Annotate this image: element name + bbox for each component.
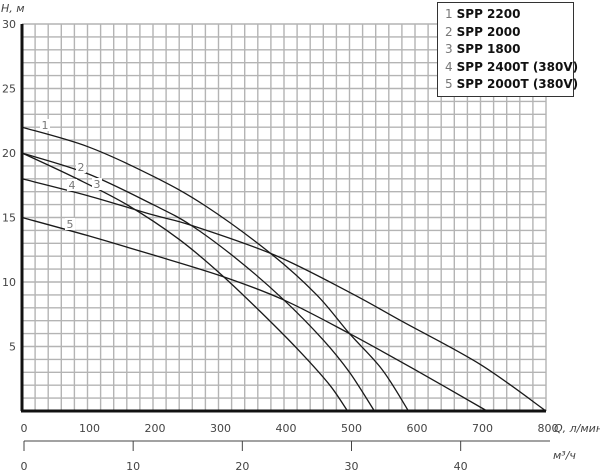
curve-4 (21, 178, 547, 412)
secondary-tick-label: 0 (21, 460, 28, 473)
legend-item: 3 SPP 1800 (445, 41, 573, 59)
secondary-tick-label: 20 (235, 460, 249, 473)
curve-label-bg (67, 179, 77, 191)
x-tick-label: 100 (79, 422, 100, 435)
x-tick-label: 400 (276, 422, 297, 435)
x-tick-label: 500 (341, 422, 362, 435)
curve-1 (21, 126, 409, 412)
y-tick-label: 20 (2, 147, 16, 160)
y-tick-label: 15 (2, 212, 16, 225)
legend-number: 2 (445, 24, 453, 39)
y-tick-label: 25 (2, 83, 16, 96)
x-tick-labels: 0 100 200 300 400 500 600 700 800 (21, 422, 559, 435)
legend-item: 2 SPP 2000 (445, 24, 573, 42)
legend-number: 5 (445, 77, 453, 91)
x-tick-label: 700 (472, 422, 493, 435)
curve-label-bg (76, 161, 86, 173)
curve-label-4: 4 (69, 179, 76, 192)
x-tick-label: 200 (145, 422, 166, 435)
curve-label-1: 1 (42, 119, 49, 132)
x-tick-label: 0 (21, 422, 28, 435)
grid (22, 23, 547, 411)
x-tick-label: 600 (407, 422, 428, 435)
x-axis-label: Q, л/мин (554, 422, 600, 435)
legend-label: SPP 2000T (380V) (456, 77, 579, 91)
y-axis-label: H, м (1, 2, 25, 15)
curve-label-5: 5 (67, 218, 74, 231)
y-tick-label: 30 (2, 18, 16, 31)
legend: 1 SPP 2200 2 SPP 2000 3 SPP 1800 4 SPP 2400T… (437, 2, 578, 97)
legend-number: 4 (445, 59, 453, 74)
curve-label-bg (65, 218, 75, 230)
curve-label-2: 2 (78, 161, 85, 174)
x-tick-label: 300 (210, 422, 231, 435)
curve-label-bg (92, 178, 102, 190)
secondary-tick-label: 10 (126, 460, 140, 473)
secondary-tick-label: 30 (345, 460, 359, 473)
y-tick-labels: 5 10 15 20 25 30 (2, 18, 16, 354)
legend-label: SPP 2400T (380V) (456, 59, 579, 74)
curve-label-bg (40, 119, 50, 131)
y-tick-label: 5 (9, 341, 16, 354)
legend-item: 5 SPP 2000T (380V) (445, 76, 578, 94)
legend-number: 1 (445, 7, 453, 21)
legend-number: 3 (445, 42, 453, 56)
legend-item: 1 SPP 2200 (445, 6, 573, 24)
legend-label: SPP 2200 (456, 7, 521, 21)
secondary-x-axis-label: м³/ч (553, 449, 576, 462)
curve-label-3: 3 (94, 178, 101, 191)
legend-label: SPP 2000 (456, 24, 521, 39)
curve-5 (21, 216, 488, 412)
x-tick-label: 800 (538, 422, 559, 435)
secondary-x-ticks: 0 10 20 30 40 (21, 441, 468, 473)
legend-label: SPP 1800 (456, 42, 521, 56)
y-tick-label: 10 (2, 276, 16, 289)
legend-item: 4 SPP 2400T (380V) (445, 59, 578, 77)
secondary-tick-label: 40 (454, 460, 468, 473)
